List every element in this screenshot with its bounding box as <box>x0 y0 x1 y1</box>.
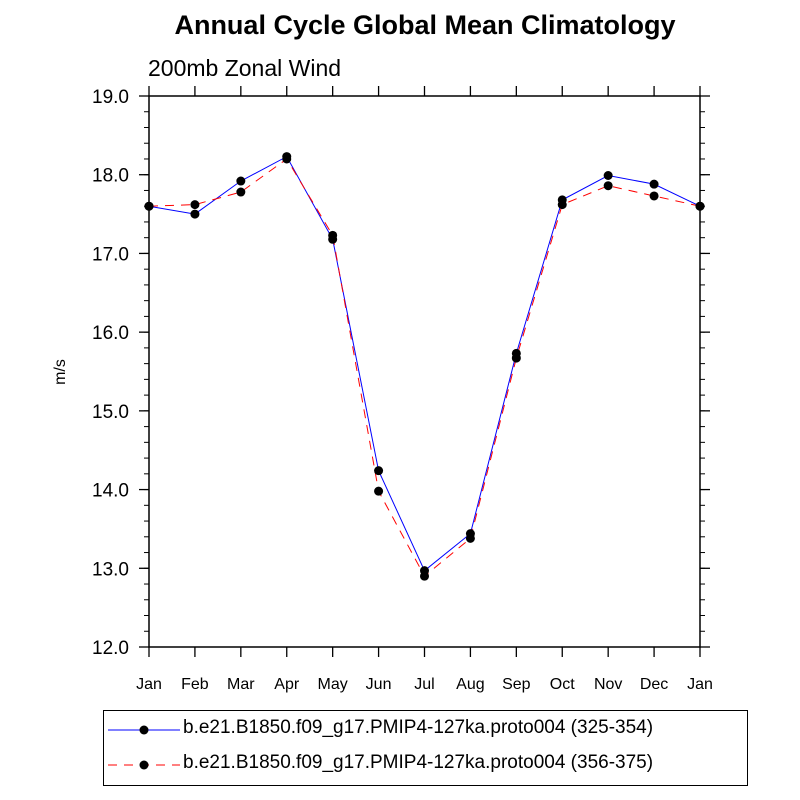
series-1-point <box>603 171 613 181</box>
series-2-point <box>328 230 338 240</box>
y-tick-label: 16.0 <box>92 323 129 344</box>
x-tick-label: Nov <box>594 676 622 693</box>
series-2-point <box>190 200 200 210</box>
series-2-point <box>236 187 246 197</box>
y-tick-label: 18.0 <box>92 166 129 187</box>
series-line-2 <box>148 158 701 577</box>
minor-ticks <box>144 95 705 648</box>
y-tick-labels: 12.0 13.0 14.0 15.0 16.0 17.0 18.0 19.0 <box>92 87 129 659</box>
x-tick-label: Jul <box>414 676 434 693</box>
y-tick-label: 13.0 <box>92 559 129 580</box>
series-2-point <box>557 200 567 210</box>
x-tick-label: Jun <box>366 676 392 693</box>
x-tick-label: Aug <box>456 676 484 693</box>
series-2-point <box>603 181 613 191</box>
series-1-point <box>236 176 246 186</box>
series-2-point <box>649 191 659 201</box>
series-1-point <box>649 179 659 189</box>
y-tick-label: 14.0 <box>92 481 129 502</box>
x-tick-label: May <box>318 676 348 693</box>
x-tick-label: Dec <box>640 676 668 693</box>
x-tick-label: Feb <box>181 676 209 693</box>
series-1-point <box>374 466 384 476</box>
series-2-point <box>282 154 292 164</box>
series-2-point <box>420 571 429 581</box>
legend-label-series-1: b.e21.B1850.f09_g17.PMIP4-127ka.proto004… <box>183 717 654 738</box>
y-tick-label: 15.0 <box>92 402 129 423</box>
series-line-1 <box>148 155 701 572</box>
x-tick-label: Jan <box>136 676 162 693</box>
series-2-point <box>511 353 521 363</box>
y-tick-label: 12.0 <box>92 638 129 659</box>
legend <box>103 710 748 786</box>
legend-label-series-2: b.e21.B1850.f09_g17.PMIP4-127ka.proto004… <box>183 752 654 773</box>
series-layer <box>144 152 705 581</box>
series-2-point <box>465 533 475 543</box>
x-tick-label: Oct <box>550 676 575 693</box>
y-axis-label: m/s <box>52 359 69 385</box>
chart-subtitle: 200mb Zonal Wind <box>148 55 342 81</box>
x-tick-label: Mar <box>227 676 255 693</box>
plot-frame <box>148 95 701 648</box>
major-ticks <box>139 86 710 657</box>
chart-title: Annual Cycle Global Mean Climatology <box>174 10 676 40</box>
y-tick-label: 19.0 <box>92 87 129 108</box>
y-tick-label: 17.0 <box>92 244 129 265</box>
x-tick-labels: Jan Feb Mar Apr May Jun Jul Aug Sep Oct Nov Dec Jan <box>136 676 713 693</box>
series-1-point <box>190 209 200 219</box>
series-2-point <box>374 486 384 496</box>
x-tick-label: Apr <box>274 676 300 693</box>
x-tick-label: Sep <box>502 676 531 693</box>
x-tick-label: Jan <box>687 676 713 693</box>
